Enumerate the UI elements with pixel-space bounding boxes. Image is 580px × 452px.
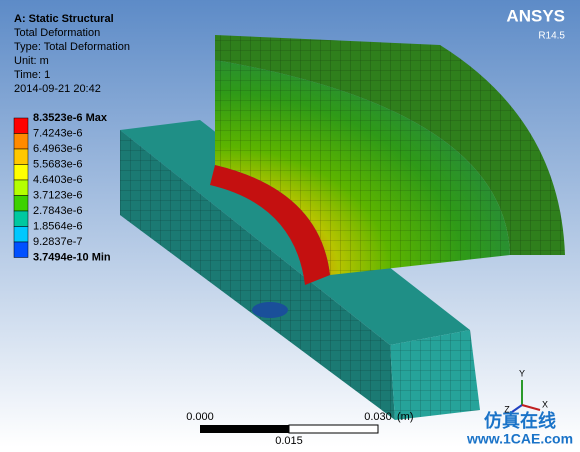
watermark-title: 仿真在线 xyxy=(484,410,556,431)
legend-label: 9.2837e-7 xyxy=(33,236,83,248)
legend-band xyxy=(13,148,29,165)
legend-label: 7.4243e-6 xyxy=(33,127,83,139)
legend-label: 3.7123e-6 xyxy=(33,189,83,201)
legend-label: 4.6403e-6 xyxy=(33,174,83,186)
legend-band xyxy=(13,226,29,243)
legend-label: 1.8564e-6 xyxy=(33,220,83,232)
scale-label: 0.000 xyxy=(186,411,214,423)
legend-label: 3.7494e-10 Min xyxy=(33,251,111,263)
scale-label: 0.015 xyxy=(275,435,303,447)
header-line: 2014-09-21 20:42 xyxy=(14,83,101,95)
legend-label: 8.3523e-6 Max xyxy=(33,112,108,124)
header-line: Time: 1 xyxy=(14,69,50,81)
watermark-url: www.1CAE.com xyxy=(466,431,573,447)
triad xyxy=(511,380,541,413)
version: R14.5 xyxy=(538,31,565,42)
logo: ANSYS xyxy=(506,6,565,25)
header-line: Total Deformation xyxy=(14,27,100,39)
scale-bar xyxy=(200,425,289,433)
triad-label: Z xyxy=(504,404,510,414)
legend-band xyxy=(13,133,29,150)
header-line: Unit: m xyxy=(14,55,49,67)
triad-label: Y xyxy=(519,368,525,378)
legend-label: 6.4963e-6 xyxy=(33,143,83,155)
header-line: Type: Total Deformation xyxy=(14,41,130,53)
triad-label: X xyxy=(542,399,548,409)
legend-band xyxy=(13,179,29,196)
model xyxy=(120,35,565,420)
title: A: Static Structural xyxy=(14,13,114,25)
legend-band xyxy=(13,117,29,134)
legend-label: 2.7843e-6 xyxy=(33,205,83,217)
legend-band xyxy=(13,241,29,258)
scale-unit: (m) xyxy=(397,411,414,423)
legend-band xyxy=(13,164,29,181)
legend-label: 5.5683e-6 xyxy=(33,158,83,170)
legend-band xyxy=(13,210,29,227)
scale-bar xyxy=(288,424,379,434)
legend-band xyxy=(13,195,29,212)
scale-label: 0.030 xyxy=(364,411,392,423)
